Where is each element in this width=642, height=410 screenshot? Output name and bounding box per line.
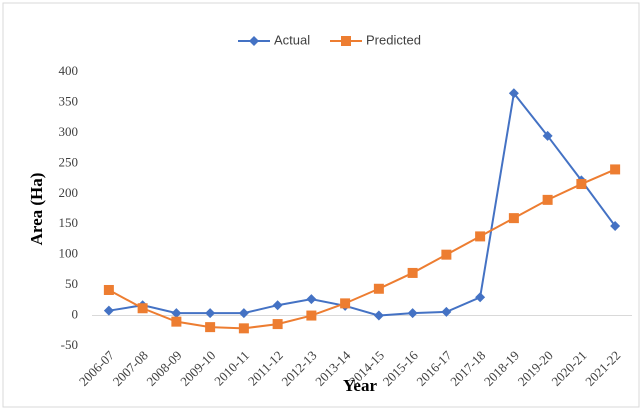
data-point <box>340 298 351 309</box>
data-point <box>306 310 317 321</box>
data-point <box>576 179 587 190</box>
data-point <box>238 323 249 334</box>
y-tick-label: 0 <box>72 307 79 322</box>
data-point <box>373 310 384 321</box>
data-point <box>508 88 519 99</box>
data-point <box>610 221 621 232</box>
y-tick-label: 150 <box>59 215 79 230</box>
data-point <box>407 308 418 319</box>
series-line <box>108 90 616 317</box>
data-point <box>103 284 114 295</box>
data-point <box>542 194 553 205</box>
y-tick-label: 350 <box>59 93 79 108</box>
data-point <box>137 303 148 314</box>
data-point <box>171 316 182 327</box>
y-tick-label: 300 <box>59 124 79 139</box>
legend-marker <box>341 36 351 46</box>
legend: Actual Predicted <box>238 32 421 47</box>
data-point <box>205 308 216 319</box>
data-point <box>205 322 216 333</box>
data-point <box>610 164 621 175</box>
data-point <box>508 213 519 224</box>
data-point <box>306 294 317 305</box>
legend-marker <box>249 36 259 46</box>
data-point <box>238 308 249 319</box>
y-tick-label: 250 <box>59 154 79 169</box>
data-point <box>441 249 452 260</box>
data-point <box>542 130 553 141</box>
data-point <box>272 300 283 311</box>
data-point <box>103 305 114 316</box>
data-point <box>407 267 418 278</box>
series-line <box>108 168 616 330</box>
data-point <box>441 306 452 317</box>
y-tick-label: 400 <box>59 63 79 78</box>
data-point <box>272 319 283 330</box>
legend-label: Predicted <box>366 32 421 47</box>
y-axis-title: Area (Ha) <box>27 173 46 246</box>
y-tick-label: 100 <box>59 246 79 261</box>
y-tick-label: -50 <box>61 337 78 352</box>
y-tick-label: 50 <box>65 276 78 291</box>
data-point <box>475 292 486 303</box>
legend-label: Actual <box>274 32 310 47</box>
data-point <box>171 308 182 319</box>
x-axis-title: Year <box>343 376 377 395</box>
data-point <box>475 231 486 242</box>
y-tick-label: 200 <box>59 185 79 200</box>
data-point <box>373 283 384 294</box>
